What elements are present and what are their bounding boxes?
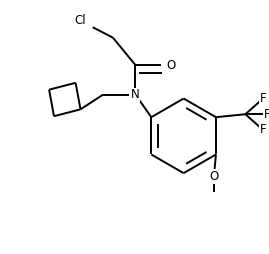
Text: N: N	[131, 88, 140, 101]
Text: F: F	[260, 123, 266, 136]
Text: F: F	[260, 92, 266, 105]
Text: O: O	[166, 59, 175, 72]
Text: Cl: Cl	[75, 14, 86, 27]
Text: F: F	[264, 108, 269, 121]
Text: O: O	[209, 170, 219, 183]
